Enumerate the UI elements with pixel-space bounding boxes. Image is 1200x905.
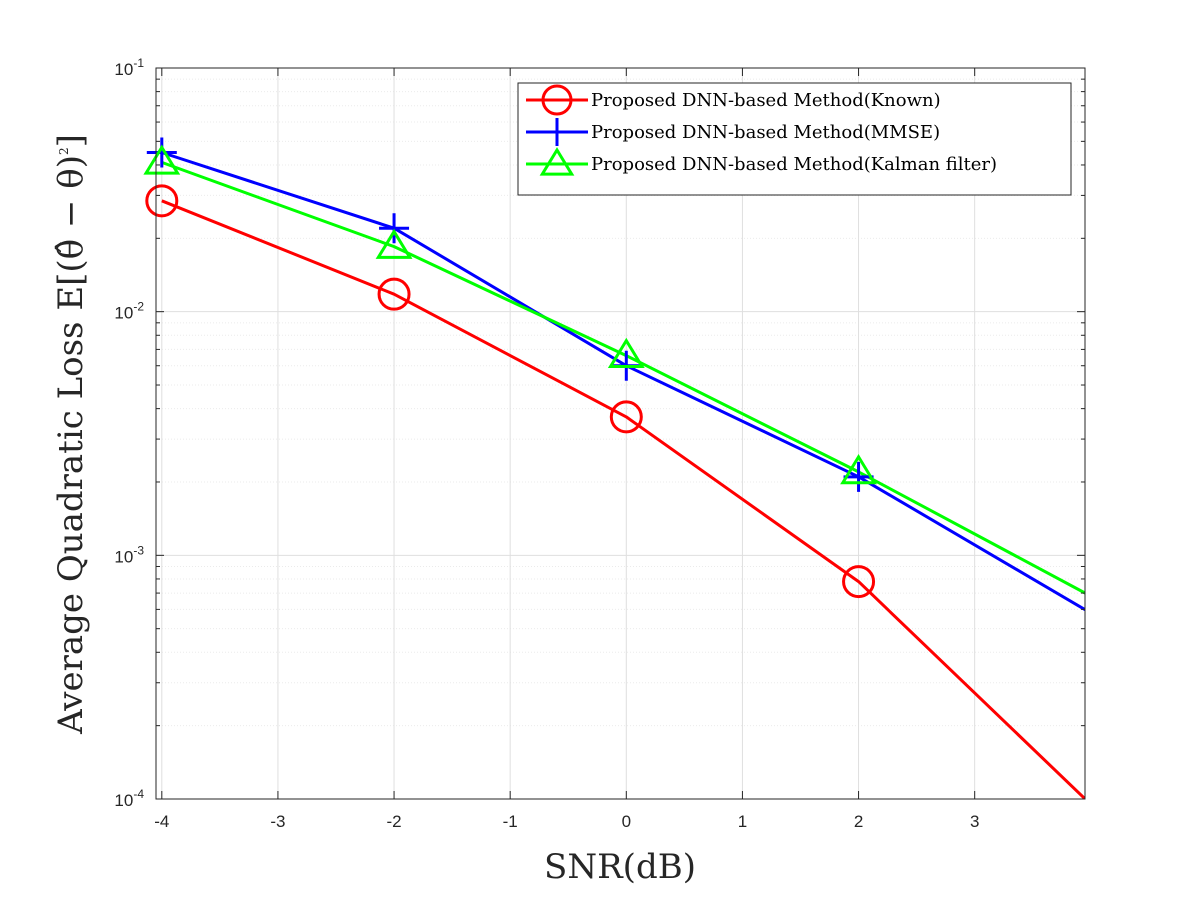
- plot-frame: [155, 67, 1086, 800]
- legend-box: [517, 82, 1072, 196]
- data-point-1: [842, 565, 876, 599]
- y-axis-label-math: [(θ̂ − θ): [51, 155, 91, 286]
- y-ticks: 10-110-210-310-4: [114, 56, 1085, 810]
- data-point-3: [840, 454, 877, 485]
- legend: Proposed DNN-based Method(Known) Proposed…: [517, 82, 1072, 196]
- y-axis-label-close: ]: [51, 134, 91, 147]
- data-point-2: [843, 461, 874, 492]
- legend-marker-2: [543, 118, 571, 146]
- y-tick-label-exponent: -2: [133, 300, 144, 314]
- y-tick-label-exponent: -1: [133, 56, 144, 70]
- legend-marker-1: [541, 84, 573, 116]
- x-tick-label: -3: [270, 812, 285, 831]
- x-tick-label: -2: [386, 812, 401, 831]
- data-point-3: [143, 144, 181, 175]
- y-tick-label-base: 10: [114, 791, 133, 810]
- x-tick-label: -4: [154, 812, 169, 831]
- data-point-1: [377, 277, 411, 311]
- y-axis-label-main: Average Quadratic Loss E: [51, 286, 91, 735]
- data-point-2: [146, 137, 177, 168]
- y-tick-label: 10-3: [114, 543, 144, 566]
- x-tick-label: 1: [738, 812, 747, 831]
- x-tick-label: 0: [622, 812, 631, 831]
- x-tick-label: 3: [970, 812, 979, 831]
- x-axis-label: SNR(dB): [544, 847, 696, 887]
- series-line-1: [161, 199, 1085, 799]
- data-point-3: [375, 228, 413, 259]
- y-tick-label: 10-4: [114, 787, 144, 810]
- y-tick-label: 10-2: [114, 300, 144, 323]
- x-tick-label: -1: [503, 812, 518, 831]
- data-point-2: [379, 213, 410, 244]
- y-tick-label: 10-1: [114, 56, 144, 79]
- data-point-1: [145, 184, 179, 218]
- data-point-1: [609, 400, 643, 434]
- y-axis-label: Average Quadratic Loss E[(θ̂ − θ)2]: [51, 134, 91, 735]
- y-tick-label-exponent: -3: [133, 543, 144, 557]
- legend-label-3: Proposed DNN-based Method(Kalman filter): [591, 154, 997, 175]
- data-point-3: [607, 337, 645, 368]
- y-tick-label-base: 10: [114, 304, 133, 323]
- y-axis-label-sup: 2: [57, 147, 71, 155]
- y-tick-label-base: 10: [114, 547, 133, 566]
- y-tick-label-exponent: -4: [133, 787, 144, 801]
- legend-label-2: Proposed DNN-based Method(MMSE): [591, 122, 940, 143]
- x-ticks: -4 -3 -2 -1 0 1 2 3: [154, 68, 979, 831]
- legend-marker-3: [539, 147, 575, 176]
- marker-layer: [143, 137, 877, 599]
- x-tick-label: 2: [854, 812, 863, 831]
- y-tick-label-base: 10: [114, 60, 133, 79]
- legend-label-1: Proposed DNN-based Method(Known): [591, 90, 941, 111]
